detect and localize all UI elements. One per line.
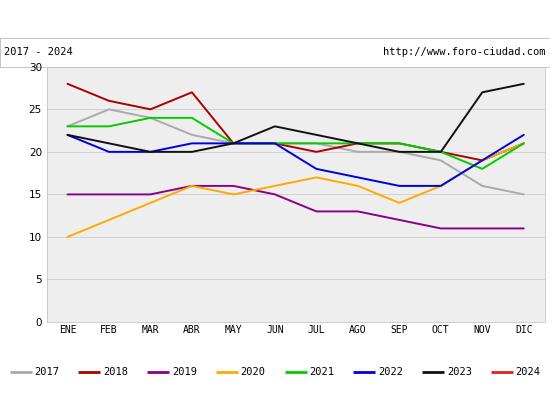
Text: 2023: 2023	[447, 367, 472, 377]
Text: 2017 - 2024: 2017 - 2024	[4, 47, 73, 57]
Text: 2019: 2019	[172, 367, 197, 377]
Text: 2021: 2021	[309, 367, 334, 377]
Text: http://www.foro-ciudad.com: http://www.foro-ciudad.com	[383, 47, 546, 57]
Text: Evolucion del paro registrado en Langa de Duero: Evolucion del paro registrado en Langa d…	[87, 12, 463, 26]
Text: 2018: 2018	[103, 367, 128, 377]
Text: 2017: 2017	[34, 367, 59, 377]
Text: 2020: 2020	[241, 367, 266, 377]
Text: 2022: 2022	[378, 367, 403, 377]
Text: 2024: 2024	[516, 367, 541, 377]
